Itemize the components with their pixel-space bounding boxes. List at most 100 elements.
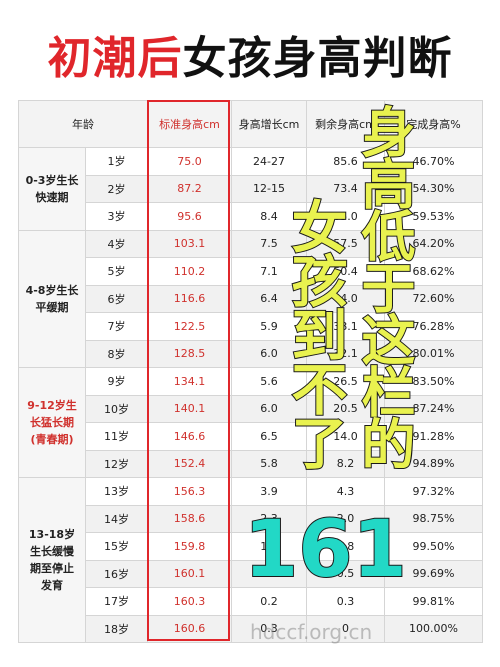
overlay-text: 女孩到不了 [281, 197, 348, 469]
cell: 76.28% [384, 312, 483, 341]
cell: 158.6 [147, 504, 232, 533]
cell: 17岁 [85, 587, 148, 616]
cell: 57.5 [306, 229, 385, 258]
cell: 87.2 [147, 174, 232, 203]
table-row: 0-3岁生长 快速期 1岁 75.0 24-27 85.6 46.70% [18, 147, 483, 231]
cell: 91.28% [384, 422, 483, 451]
group-label: 长猛长期 [30, 416, 74, 429]
group-cell: 4-8岁生长 平缓期 [18, 229, 86, 368]
cell: 10岁 [85, 394, 148, 423]
overlay-text: 身高低于这栏的 [351, 103, 416, 469]
cell: 64.20% [384, 229, 483, 258]
group-label: 发育 [41, 579, 63, 592]
cell: 11岁 [85, 422, 148, 451]
table-row: 9-12岁生 长猛长期 (青春期) 9岁 134.1 5.6 26.5 83.50% [18, 367, 483, 478]
cell: 0.5 [306, 559, 385, 588]
cell: 54.30% [384, 174, 483, 203]
cell: 7.1 [231, 257, 307, 286]
table-row: 7岁 122.5 5.9 38.1 76.28% [19, 312, 483, 341]
cell: 6岁 [85, 284, 148, 313]
cell: 1岁 [85, 147, 148, 176]
group-label: 平缓期 [35, 300, 69, 314]
cell: 12岁 [85, 449, 148, 478]
cell: 46.70% [384, 147, 483, 176]
cell: 128.5 [147, 339, 232, 368]
cell: 94.89% [384, 449, 483, 478]
cell: 72.60% [384, 284, 483, 313]
cell: 98.75% [384, 504, 483, 533]
cell: 8.4 [231, 202, 307, 231]
cell: 0 [306, 614, 385, 643]
cell: 7岁 [85, 312, 148, 341]
cell: 44.0 [306, 284, 385, 313]
group-label: 9-12岁生 [27, 399, 77, 412]
cell: 7.5 [231, 229, 307, 258]
cell: 14岁 [85, 504, 148, 533]
cell: 83.50% [384, 367, 483, 396]
table-row: 2岁 87.2 12-15 73.4 54.30% [19, 174, 483, 203]
cell: 3.9 [231, 477, 307, 506]
watermark: hdccf.org.cn [250, 620, 373, 644]
table-row: 14岁 158.6 2.3 2.0 98.75% [19, 504, 483, 533]
cell: 116.6 [147, 284, 232, 313]
cell: 85.6 [306, 147, 385, 176]
header-cell: 年龄 [18, 100, 148, 148]
cell: 2岁 [85, 174, 148, 203]
cell: 26.5 [306, 367, 385, 396]
cell: 103.1 [147, 229, 232, 258]
cell: 5岁 [85, 257, 148, 286]
cell: 6.4 [231, 284, 307, 313]
group-label: 期至停止 [30, 562, 74, 575]
cell: 0.3 [306, 587, 385, 616]
group-label: (青春期) [30, 433, 74, 446]
group-label: 13-18岁 [28, 528, 76, 541]
table-row: 6岁 116.6 6.4 44.0 72.60% [19, 284, 483, 313]
cell: 8岁 [85, 339, 148, 368]
table-row: 11岁 146.6 6.5 14.0 91.28% [19, 422, 483, 451]
cell: 134.1 [147, 367, 232, 396]
group-label: 0-3岁生长 [25, 173, 79, 187]
cell: 50.4 [306, 257, 385, 286]
table-row: 18岁 160.6 0.3 0 100.00% [19, 614, 483, 643]
cell: 2.3 [231, 504, 307, 533]
cell: 12-15 [231, 174, 307, 203]
overlay-number: 161 [243, 504, 408, 596]
table-row: 8岁 128.5 6.0 32.1 80.01% [19, 339, 483, 368]
header-row: 年龄 标准身高cm 身高增长cm 剩余身高cm 完成身高% [18, 100, 483, 148]
cell: 0.8 [306, 532, 385, 561]
cell: 2.0 [306, 504, 385, 533]
cell: 16岁 [85, 559, 148, 588]
title-black: 女孩身高判断 [182, 33, 453, 84]
cell: 152.4 [147, 449, 232, 478]
group-cell: 13-18岁 生长缓慢期至停止发育 [18, 477, 86, 643]
cell: 32.1 [306, 339, 385, 368]
cell: 99.69% [384, 559, 483, 588]
cell: 38.1 [306, 312, 385, 341]
cell: 160.3 [147, 587, 232, 616]
title-red: 初潮后 [47, 33, 183, 84]
cell: 65.0 [306, 202, 385, 231]
header-cell: 身高增长cm [231, 100, 307, 148]
cell: 75.0 [147, 147, 232, 176]
cell: 18岁 [85, 614, 148, 643]
cell: 87.24% [384, 394, 483, 423]
cell: 59.53% [384, 202, 483, 231]
highlight-box [147, 100, 230, 641]
group-label: 生长缓慢 [30, 545, 74, 558]
cell: 3岁 [85, 202, 148, 231]
table-row: 5岁 110.2 7.1 50.4 68.62% [19, 257, 483, 286]
table-row: 12岁 152.4 5.8 8.2 94.89% [19, 449, 483, 478]
group-cell: 0-3岁生长 快速期 [18, 147, 86, 231]
cell: 5.6 [231, 367, 307, 396]
cell: 140.1 [147, 394, 232, 423]
table-row: 17岁 160.3 0.2 0.3 99.81% [19, 587, 483, 616]
cell: 24-27 [231, 147, 307, 176]
cell: 122.5 [147, 312, 232, 341]
cell: 4.3 [306, 477, 385, 506]
group-label: 4-8岁生长 [25, 283, 79, 297]
cell: 160.6 [147, 614, 232, 643]
cell: 68.62% [384, 257, 483, 286]
cell: 5.8 [231, 449, 307, 478]
cell: 99.81% [384, 587, 483, 616]
cell: 9岁 [85, 367, 148, 396]
